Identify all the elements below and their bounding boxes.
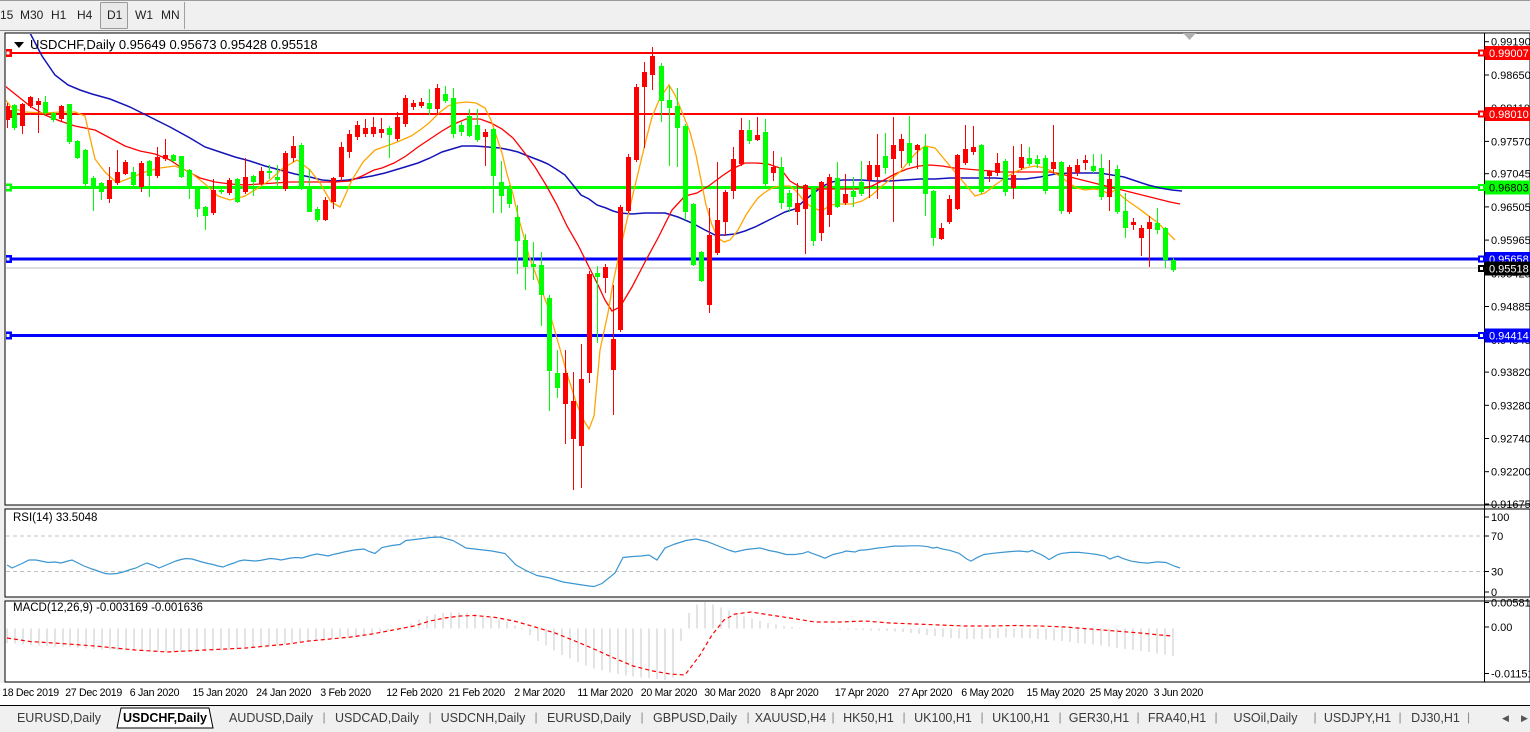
svg-text:15 May 2020: 15 May 2020: [1027, 687, 1085, 699]
svg-text:0.005818: 0.005818: [1491, 598, 1530, 610]
svg-text:0.95518: 0.95518: [1489, 264, 1529, 276]
svg-text:15: 15: [0, 8, 14, 22]
svg-text:AUDUSD,Daily: AUDUSD,Daily: [229, 711, 314, 725]
svg-text:◀: ◀: [1502, 713, 1509, 723]
svg-text:100: 100: [1491, 512, 1509, 524]
svg-text:|: |: [640, 710, 643, 724]
svg-text:27 Apr 2020: 27 Apr 2020: [898, 687, 952, 699]
svg-text:-0.011514: -0.011514: [1491, 669, 1530, 681]
svg-text:|: |: [1467, 710, 1470, 724]
svg-text:8 Apr 2020: 8 Apr 2020: [770, 687, 819, 699]
svg-text:GBPUSD,Daily: GBPUSD,Daily: [653, 711, 738, 725]
svg-text:24 Jan 2020: 24 Jan 2020: [256, 687, 311, 699]
svg-text:0.92200: 0.92200: [1491, 467, 1530, 479]
svg-text:H1: H1: [51, 8, 67, 22]
svg-text:0.93820: 0.93820: [1491, 367, 1530, 379]
svg-text:|: |: [1058, 710, 1061, 724]
svg-text:18 Dec 2019: 18 Dec 2019: [2, 687, 59, 699]
svg-text:|: |: [902, 710, 905, 724]
svg-text:0.93280: 0.93280: [1491, 400, 1530, 412]
svg-text:21 Feb 2020: 21 Feb 2020: [449, 687, 506, 699]
svg-text:|: |: [1398, 710, 1401, 724]
svg-text:0.91675: 0.91675: [1491, 499, 1530, 511]
svg-text:17 Apr 2020: 17 Apr 2020: [835, 687, 889, 699]
svg-text:0.98010: 0.98010: [1489, 109, 1529, 121]
svg-text:15 Jan 2020: 15 Jan 2020: [192, 687, 247, 699]
svg-text:0.94414: 0.94414: [1489, 331, 1529, 343]
svg-text:USDCNH,Daily: USDCNH,Daily: [441, 711, 526, 725]
svg-text:12 Feb 2020: 12 Feb 2020: [386, 687, 443, 699]
svg-text:|: |: [534, 710, 537, 724]
svg-text:27 Dec 2019: 27 Dec 2019: [65, 687, 122, 699]
svg-text:25 May 2020: 25 May 2020: [1090, 687, 1148, 699]
svg-text:2 Mar 2020: 2 Mar 2020: [514, 687, 565, 699]
svg-text:USDCAD,Daily: USDCAD,Daily: [335, 711, 420, 725]
svg-text:FRA40,H1: FRA40,H1: [1148, 711, 1206, 725]
svg-text:|: |: [831, 710, 834, 724]
svg-text:6 Jan 2020: 6 Jan 2020: [130, 687, 180, 699]
svg-text:W1: W1: [135, 8, 153, 22]
svg-text:0.96505: 0.96505: [1491, 202, 1530, 214]
svg-text:6 May 2020: 6 May 2020: [961, 687, 1014, 699]
svg-text:XAUUSD,H4: XAUUSD,H4: [755, 711, 827, 725]
svg-text:▶: ▶: [1521, 713, 1528, 723]
svg-text:EURUSD,Daily: EURUSD,Daily: [547, 711, 632, 725]
svg-text:DJ30,H1: DJ30,H1: [1411, 711, 1460, 725]
svg-text:|: |: [428, 710, 431, 724]
svg-text:H4: H4: [77, 8, 93, 22]
svg-text:USDCHF,Daily 0.95649 0.95673: USDCHF,Daily 0.95649 0.95673 0.95428 0.9…: [30, 37, 318, 52]
svg-text:HK50,H1: HK50,H1: [843, 711, 894, 725]
svg-text:USDCHF,Daily: USDCHF,Daily: [123, 711, 207, 725]
svg-text:0.98650: 0.98650: [1491, 70, 1530, 82]
svg-text:30: 30: [1491, 567, 1503, 579]
svg-text:0: 0: [1491, 587, 1497, 599]
svg-text:30 Mar 2020: 30 Mar 2020: [704, 687, 761, 699]
svg-text:3 Jun 2020: 3 Jun 2020: [1154, 687, 1204, 699]
svg-text:|: |: [1136, 710, 1139, 724]
svg-text:USOil,Daily: USOil,Daily: [1234, 711, 1299, 725]
svg-text:0.99007: 0.99007: [1489, 48, 1529, 60]
svg-text:11 Mar 2020: 11 Mar 2020: [577, 687, 633, 699]
svg-text:UK100,H1: UK100,H1: [992, 711, 1050, 725]
svg-text:|: |: [1214, 710, 1217, 724]
svg-text:0.97045: 0.97045: [1491, 169, 1530, 181]
svg-text:0.96803: 0.96803: [1489, 183, 1529, 195]
svg-text:0.99190: 0.99190: [1491, 37, 1530, 49]
svg-text:USDJPY,H1: USDJPY,H1: [1324, 711, 1391, 725]
svg-text:70: 70: [1491, 531, 1503, 543]
svg-text:0.97570: 0.97570: [1491, 136, 1530, 148]
svg-text:GER30,H1: GER30,H1: [1069, 711, 1129, 725]
svg-text:0.92740: 0.92740: [1491, 434, 1530, 446]
svg-text:20 Mar 2020: 20 Mar 2020: [641, 687, 698, 699]
svg-text:|: |: [322, 710, 325, 724]
svg-text:3 Feb 2020: 3 Feb 2020: [320, 687, 371, 699]
svg-text:0.95965: 0.95965: [1491, 235, 1530, 247]
svg-text:MN: MN: [161, 8, 180, 22]
svg-text:|: |: [746, 710, 749, 724]
svg-text:EURUSD,Daily: EURUSD,Daily: [17, 711, 102, 725]
svg-text:|: |: [1313, 710, 1316, 724]
svg-text:0.94885: 0.94885: [1491, 302, 1530, 314]
svg-text:|: |: [980, 710, 983, 724]
svg-text:0.00: 0.00: [1491, 622, 1512, 634]
svg-text:D1: D1: [107, 8, 123, 22]
svg-text:MACD(12,26,9) -0.003169 -0.001: MACD(12,26,9) -0.003169 -0.001636: [13, 602, 203, 614]
svg-text:UK100,H1: UK100,H1: [914, 711, 972, 725]
svg-text:RSI(14) 33.5048: RSI(14) 33.5048: [13, 512, 97, 524]
svg-text:M30: M30: [20, 8, 44, 22]
